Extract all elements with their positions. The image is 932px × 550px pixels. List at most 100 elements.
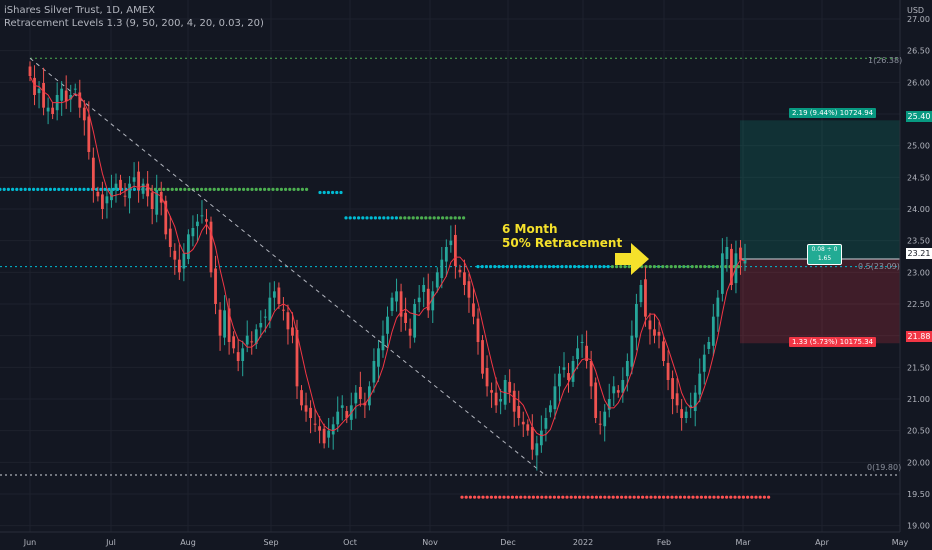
indicator-dot [501,265,505,269]
indicator-dot [577,265,581,269]
candle-body [186,234,190,260]
candle-body [182,253,186,269]
indicator-dot [708,495,712,499]
indicator-dot [65,187,69,191]
retracement-annotation: 6 Month 50% Retracement [502,222,622,250]
candle-body [517,405,521,418]
y-tick-label: 22.50 [907,300,930,309]
indicator-dot [378,216,382,220]
indicator-dot [200,187,204,191]
candle-body [205,219,208,222]
candle-body [96,191,100,197]
indicator-dot [699,265,703,269]
candle-body [725,247,729,260]
indicator-dot [420,216,424,220]
candle-body [562,367,566,370]
indicator-dot [560,265,564,269]
candle-body [73,88,77,90]
indicator-dot [619,265,623,269]
candle-body [209,221,213,273]
candle-body [657,331,661,336]
indicator-dot [573,495,578,499]
y-tick-label: 23.00 [907,268,930,277]
indicator-dot [166,187,170,191]
indicator-dot [99,187,103,191]
indicator-dot [505,265,509,269]
indicator-dot [69,187,73,191]
candle-body [368,386,371,406]
indicator-dot [687,495,691,499]
chart-title: iShares Silver Trust, 1D, AMEX [4,5,155,16]
candle-body [141,183,145,194]
indicator-dot [653,495,657,499]
candle-body [720,253,724,294]
candle-body [110,190,113,201]
candle-body [399,291,403,317]
candle-body [340,405,344,408]
indicator-dot [589,265,594,269]
candle-body [60,88,64,101]
y-tick-label: 26.00 [907,78,930,87]
indicator-dot [382,216,386,220]
indicator-dot [481,495,485,499]
indicator-dot [694,265,699,269]
ma-line [29,75,746,437]
indicator-dot [82,187,86,191]
candle-body [259,323,263,328]
indicator-dot [216,187,220,191]
indicator-dot [86,187,90,191]
level-label-1: 1(26.38) [868,56,903,65]
indicator-dot [279,187,283,191]
indicator-dot [250,187,254,191]
risk-reward-box[interactable]: 0.08 ÷ 0 1.65 [807,244,842,265]
candle-body [549,405,552,413]
indicator-dot [556,265,560,269]
candle-body [544,418,548,429]
x-tick-label: Apr [815,538,830,547]
candle-body [716,297,720,317]
candle-body [33,77,36,95]
candle-body [286,312,290,330]
indicator-dot [19,187,23,191]
indicator-dot [725,495,729,499]
indicator-dot [348,216,352,220]
candle-body [372,361,376,383]
indicator-dot [615,265,619,269]
candle-body [539,430,543,446]
annotation-line2: 50% Retracement [502,236,623,250]
candle-body [101,194,104,209]
y-tick-label: 27.00 [907,15,930,24]
moving-average [29,75,746,437]
indicator-dot [275,187,279,191]
trend-line-segment [29,57,546,476]
indicator-dot [690,265,694,269]
candle-body [164,200,168,235]
candle-body [684,411,688,418]
indicator-dot [569,495,573,499]
indicator-dot [607,495,611,499]
x-tick-label: Jul [105,538,116,547]
indicator-dot [453,216,457,220]
indicator-dot [403,216,407,220]
indicator-dot [506,495,510,499]
y-tick-label: 21.50 [907,363,930,372]
candle-body [634,304,638,338]
y-tick-label: 19.00 [907,522,930,531]
indicator-dot [720,495,725,499]
candle-body [123,195,127,197]
indicator-dot [518,265,522,269]
candle-body [191,228,195,237]
indicator-dot [603,495,607,499]
candle-body [580,342,584,343]
stop-price-tag: 21.88 [906,331,932,342]
candle-body [693,392,697,412]
indicator-dot [736,265,741,269]
indicator-dot [318,190,322,195]
indicator-dot [399,216,403,220]
y-tick-label: 25.00 [907,142,930,151]
indicator-dot [750,495,754,499]
ratio-line2: 1.65 [817,255,832,262]
x-tick-label: Mar [735,538,751,547]
candle-body [521,421,525,425]
